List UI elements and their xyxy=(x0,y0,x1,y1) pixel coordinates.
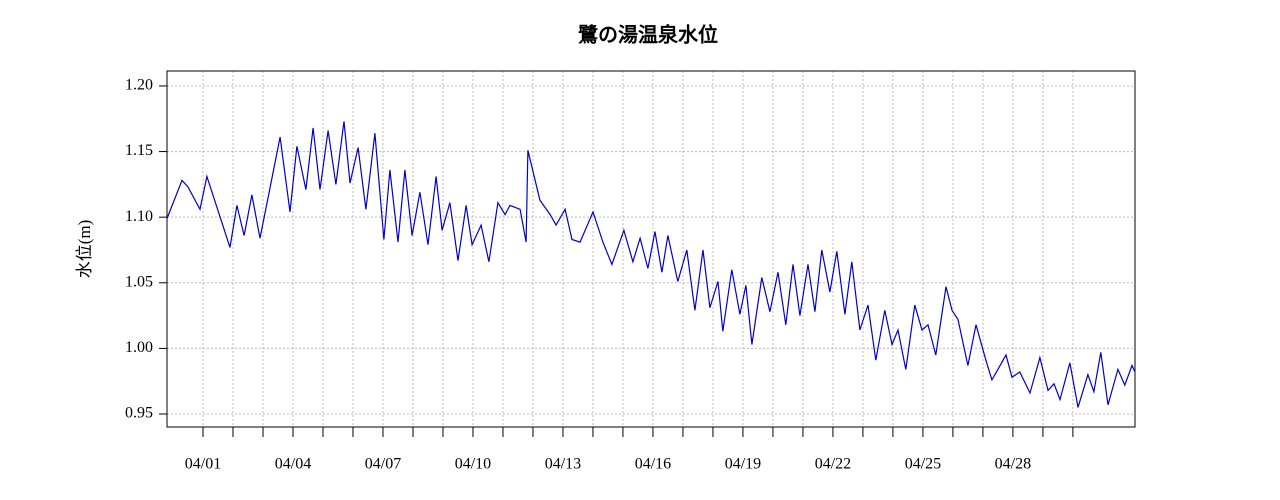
y-tick-label: 1.20 xyxy=(125,77,153,94)
x-tick-label: 04/22 xyxy=(815,456,851,473)
y-tick-label: 1.10 xyxy=(125,208,153,225)
y-tick-label: 0.95 xyxy=(125,405,153,422)
chart-title: 鷺の湯温泉水位 xyxy=(578,23,718,47)
x-tick-label: 04/07 xyxy=(365,456,401,473)
x-tick-label: 04/04 xyxy=(275,456,311,473)
data-line xyxy=(166,121,1136,408)
x-tick-label: 04/28 xyxy=(995,456,1031,473)
plot-frame xyxy=(166,70,1136,428)
x-tick-label: 04/19 xyxy=(725,456,761,473)
x-tick-label: 04/01 xyxy=(185,456,221,473)
y-tick-label: 1.05 xyxy=(125,273,153,290)
y-tick-label: 1.00 xyxy=(125,339,153,356)
y-axis-label: 水位(m) xyxy=(75,220,94,279)
x-tick-label: 04/25 xyxy=(905,456,941,473)
y-tick-label: 1.15 xyxy=(125,142,153,159)
x-tick-label: 04/10 xyxy=(455,456,491,473)
x-tick-label: 04/16 xyxy=(635,456,671,473)
x-tick-label: 04/13 xyxy=(545,456,581,473)
